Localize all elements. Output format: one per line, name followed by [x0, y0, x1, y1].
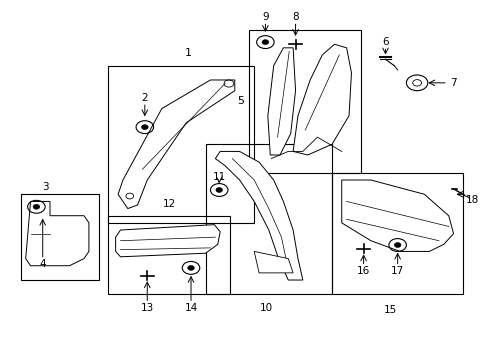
Circle shape [33, 204, 40, 209]
Polygon shape [267, 48, 295, 155]
Circle shape [262, 40, 268, 45]
Bar [331, 173, 462, 294]
Circle shape [141, 125, 148, 130]
Text: 6: 6 [382, 37, 388, 48]
Text: 13: 13 [141, 302, 154, 312]
Circle shape [393, 243, 400, 247]
Text: 2: 2 [141, 93, 148, 103]
Text: 8: 8 [292, 13, 298, 22]
Bar [205, 144, 331, 294]
Polygon shape [215, 152, 302, 280]
Text: 9: 9 [262, 13, 268, 22]
Polygon shape [26, 202, 89, 266]
Text: 18: 18 [465, 195, 478, 204]
Text: 14: 14 [184, 302, 197, 312]
Bar [21, 194, 99, 280]
Circle shape [187, 265, 194, 270]
Polygon shape [118, 80, 234, 208]
Text: 16: 16 [356, 266, 369, 276]
Bar [108, 66, 254, 223]
Bar [108, 216, 229, 294]
Polygon shape [254, 251, 292, 273]
Text: 17: 17 [390, 266, 404, 276]
Polygon shape [292, 44, 351, 155]
Text: 3: 3 [42, 182, 48, 192]
Polygon shape [116, 225, 220, 257]
Bar [249, 30, 361, 173]
Text: 10: 10 [259, 302, 272, 312]
Text: 12: 12 [162, 199, 175, 209]
Text: 11: 11 [212, 172, 225, 182]
Polygon shape [341, 180, 453, 251]
Text: 15: 15 [383, 305, 396, 315]
Text: 4: 4 [40, 259, 46, 269]
Circle shape [215, 188, 222, 193]
Text: 7: 7 [449, 78, 456, 88]
Text: 5: 5 [237, 96, 244, 107]
Text: 1: 1 [184, 48, 192, 58]
